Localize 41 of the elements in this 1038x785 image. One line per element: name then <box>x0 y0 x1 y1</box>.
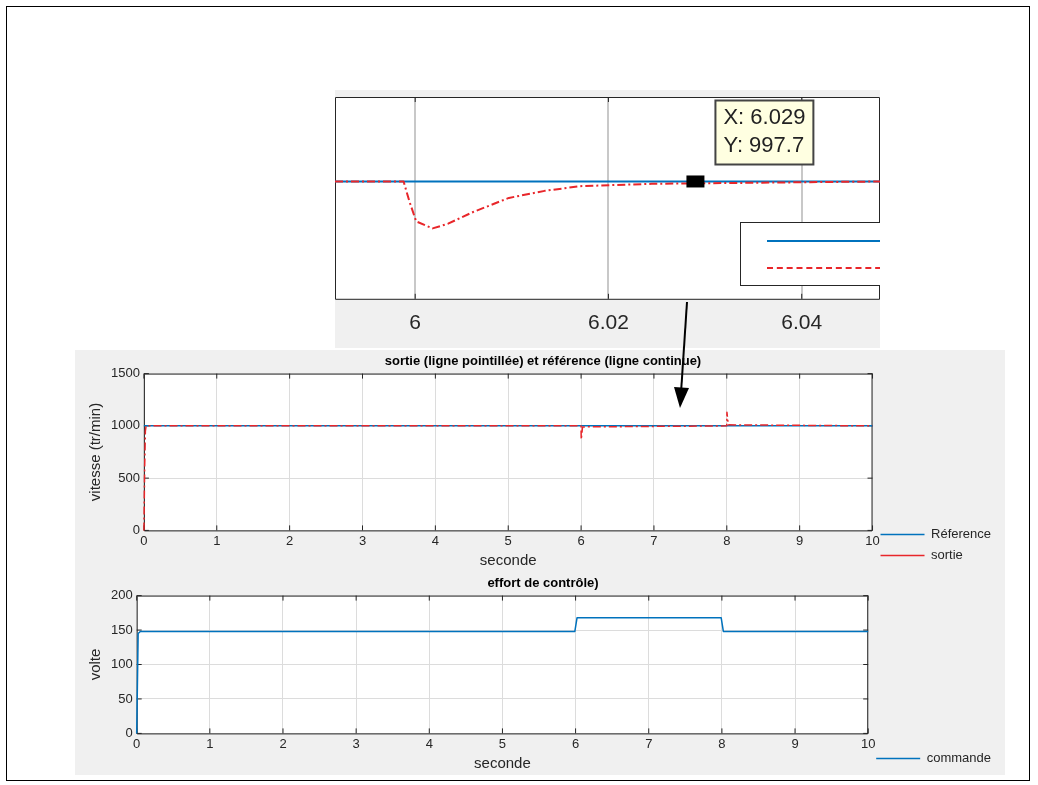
y-tick-label: 500 <box>118 469 140 485</box>
x-tick-label: 2 <box>286 532 294 548</box>
x-tick-label: 5 <box>498 735 507 751</box>
y-axis-title: vitesse (tr/min) <box>86 402 104 502</box>
y-tick-label: 100 <box>110 656 133 672</box>
x-tick-label: 6.02 <box>588 310 629 334</box>
x-tick-label: 4 <box>425 735 433 751</box>
y-tick-label: 0 <box>125 724 133 740</box>
x-tick-label: 9 <box>791 735 799 751</box>
x-tick-label: 6 <box>409 310 422 334</box>
x-tick-label: 6 <box>577 532 585 548</box>
x-axis-title: seconde <box>479 551 537 569</box>
x-tick-label: 3 <box>352 735 360 751</box>
y-tick-label: 50 <box>118 690 133 706</box>
x-tick-label: 10 <box>865 532 880 548</box>
x-tick-label: 5 <box>504 532 512 548</box>
x-tick-label: 2 <box>279 735 287 751</box>
y-tick-label: 200 <box>110 587 133 603</box>
x-tick-label: 8 <box>723 532 731 548</box>
x-tick-label: 1 <box>206 735 214 751</box>
x-tick-label: 1 <box>213 532 221 548</box>
legend-label: commande <box>926 750 991 766</box>
legend-label: Réference <box>931 526 992 542</box>
x-axis-title: seconde <box>474 754 531 772</box>
x-tick-label: 6.04 <box>781 310 823 334</box>
y-tick-label: 150 <box>110 621 133 637</box>
x-tick-label: 7 <box>650 532 658 548</box>
x-tick-label: 7 <box>645 735 653 751</box>
legend-label: sortie <box>931 547 963 563</box>
x-tick-label: 6 <box>571 735 580 751</box>
y-tick-label: 0 <box>132 521 140 537</box>
y-axis-title: volte <box>86 648 104 681</box>
x-tick-label: 4 <box>431 532 439 548</box>
y-tick-label: 1000 <box>111 417 140 433</box>
chart-title: effort de contrôle) <box>487 575 599 591</box>
x-tick-label: 8 <box>718 735 726 751</box>
x-tick-label: 9 <box>796 532 804 548</box>
y-tick-label: 1500 <box>111 365 140 381</box>
x-tick-label: 3 <box>358 532 367 548</box>
x-tick-label: 10 <box>860 735 876 751</box>
annotation: X: 6.029 Y: 997.7 <box>723 103 806 157</box>
